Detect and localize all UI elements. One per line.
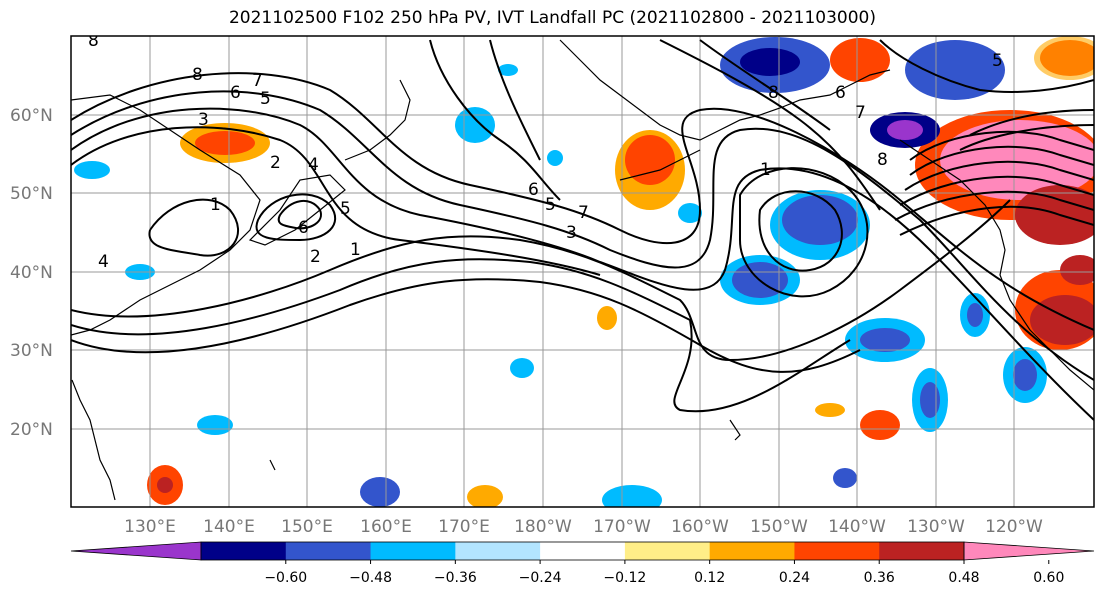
contour-label: 8 xyxy=(192,65,203,85)
colorbar-outline xyxy=(200,541,965,561)
lat-label: 40°N xyxy=(10,263,53,283)
colorbar-extend-max xyxy=(963,541,1095,561)
contour-label: 6 xyxy=(230,83,241,103)
lat-label: 30°N xyxy=(10,341,53,361)
colorbar-segment xyxy=(879,542,965,560)
colorbar-segment xyxy=(794,542,880,560)
colorbar-tick-label: −0.60 xyxy=(264,570,307,586)
lat-label: 50°N xyxy=(10,184,53,204)
colorbar-segment xyxy=(709,542,795,560)
contour-label: 2 xyxy=(270,153,281,173)
colorbar-tick-label: 0.24 xyxy=(779,570,810,586)
colorbar xyxy=(70,541,1095,561)
colorbar-ticks: −0.60 −0.48 −0.36 −0.24 −0.12 0.12 0.24 0.36 0.4… xyxy=(264,560,1064,586)
contour-label: 3 xyxy=(566,223,577,243)
contour-label: 4 xyxy=(98,252,109,272)
contour-label: 6 xyxy=(835,83,846,103)
lon-label: 160°W xyxy=(671,517,729,537)
lon-label: 130°W xyxy=(907,517,965,537)
colorbar-tick-label: −0.48 xyxy=(349,570,392,586)
colorbar-segment xyxy=(455,542,541,560)
contour-label: 1 xyxy=(210,195,221,215)
lon-label: 140°E xyxy=(203,517,255,537)
contour-label: 8 xyxy=(768,83,779,103)
lon-label: 140°W xyxy=(828,517,886,537)
map-panel: 8 8 7 6 5 3 2 4 1 5 6 1 2 4 6 5 7 3 1 8 … xyxy=(71,31,1094,507)
contour-label: 2 xyxy=(310,247,321,267)
contour-label: 8 xyxy=(88,31,99,51)
lon-label: 170°W xyxy=(593,517,651,537)
colorbar-segment xyxy=(285,542,372,560)
map-title: 2021102500 F102 250 hPa PV, IVT Landfall… xyxy=(228,8,876,28)
colorbar-segment xyxy=(201,542,287,560)
lat-label: 20°N xyxy=(10,420,53,440)
lon-label: 180°W xyxy=(514,517,572,537)
contour-label: 5 xyxy=(545,195,556,215)
contour-label: 3 xyxy=(198,110,209,130)
lon-label: 120°W xyxy=(985,517,1043,537)
contour-label: 1 xyxy=(350,240,361,260)
latitude-labels: 60°N 50°N 40°N 30°N 20°N xyxy=(10,106,53,440)
contour-label: 7 xyxy=(252,71,263,91)
contour-label: 5 xyxy=(340,199,351,219)
pv-contours xyxy=(71,39,1094,421)
contour-label: 1 xyxy=(760,160,771,180)
colorbar-tick-label: 0.60 xyxy=(1033,570,1064,586)
longitude-labels: 130°E 140°E 150°E 160°E 170°E 180°W 170°… xyxy=(124,517,1043,537)
lon-label: 150°E xyxy=(281,517,333,537)
colorbar-segment xyxy=(624,542,711,560)
lon-label: 160°E xyxy=(360,517,412,537)
colorbar-tick-label: −0.36 xyxy=(434,570,477,586)
contour-label: 5 xyxy=(992,51,1003,71)
contour-label: 7 xyxy=(578,203,589,223)
colorbar-segment xyxy=(540,542,626,560)
lon-label: 150°W xyxy=(750,517,808,537)
colorbar-segment xyxy=(370,542,456,560)
colorbar-tick-label: −0.24 xyxy=(519,570,562,586)
colorbar-tick-label: 0.12 xyxy=(694,570,725,586)
contour-label: 5 xyxy=(260,89,271,109)
lon-label: 130°E xyxy=(124,517,176,537)
colorbar-tick-label: −0.12 xyxy=(603,570,646,586)
contour-label: 6 xyxy=(528,180,539,200)
colorbar-tick-label: 0.48 xyxy=(948,570,979,586)
contour-label: 6 xyxy=(298,218,309,238)
contour-label: 4 xyxy=(308,155,319,175)
contour-label: 8 xyxy=(877,150,888,170)
colorbar-tick-label: 0.36 xyxy=(864,570,895,586)
colorbar-extend-min xyxy=(70,541,202,561)
contour-labels: 8 8 7 6 5 3 2 4 1 5 6 1 2 4 6 5 7 3 1 8 … xyxy=(88,31,1003,272)
contour-label: 7 xyxy=(855,103,866,123)
map-border xyxy=(70,35,1095,508)
lon-label: 170°E xyxy=(438,517,490,537)
lat-label: 60°N xyxy=(10,106,53,126)
